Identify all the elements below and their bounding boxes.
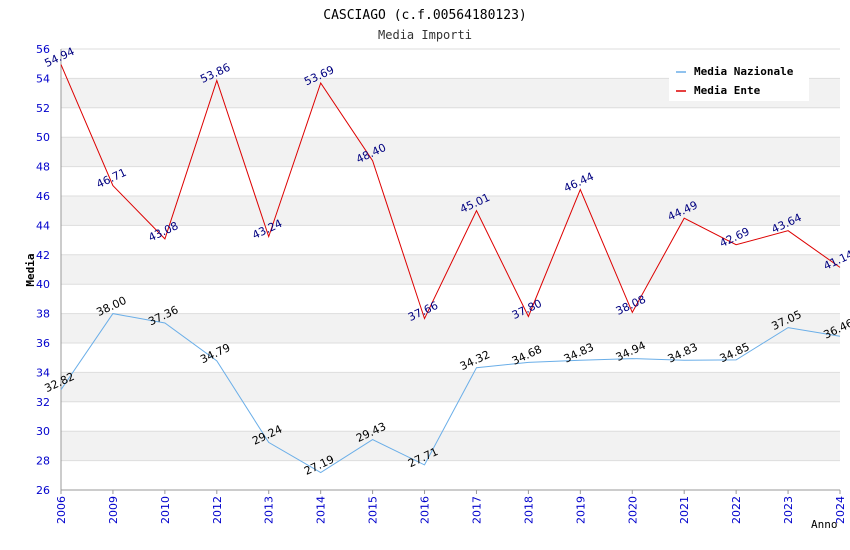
x-tick-label: 2010: [159, 496, 172, 524]
y-tick-label: 26: [36, 484, 50, 497]
y-tick-label: 40: [36, 278, 50, 291]
x-tick-label: 2014: [315, 496, 328, 524]
grid-band: [61, 372, 840, 402]
x-tick-label: 2021: [678, 496, 691, 524]
legend-box: [669, 60, 809, 101]
x-tick-label: 2013: [263, 496, 276, 524]
y-tick-label: 56: [36, 43, 50, 56]
y-tick-label: 36: [36, 337, 50, 350]
grid-band: [61, 137, 840, 167]
y-tick-label: 30: [36, 425, 50, 438]
x-tick-label: 2015: [367, 496, 380, 524]
y-tick-label: 54: [36, 72, 50, 85]
chart-subtitle: Media Importi: [378, 28, 472, 42]
chart-title: CASCIAGO (c.f.00564180123): [323, 8, 527, 23]
grid-band: [61, 313, 840, 343]
y-tick-label: 50: [36, 131, 50, 144]
y-tick-label: 34: [36, 366, 50, 379]
x-tick-label: 2022: [730, 496, 743, 524]
grid-band: [61, 196, 840, 226]
x-tick-label: 2009: [107, 496, 120, 524]
legend: Media Nazionale Media Ente: [669, 60, 809, 101]
data-label-nazionale: 34.83: [666, 340, 700, 365]
y-tick-label: 44: [36, 219, 50, 232]
x-tick-label: 2016: [419, 496, 432, 524]
data-label-nazionale: 34.32: [458, 348, 492, 373]
series-lines: [60, 64, 841, 474]
x-tick-label: 2017: [470, 496, 483, 524]
y-axis-label: Media: [24, 253, 37, 286]
x-tick-label: 2019: [574, 496, 587, 524]
data-label-nazionale: 34.85: [718, 340, 752, 365]
background-bands: [61, 78, 840, 461]
legend-label-ente: Media Ente: [694, 84, 761, 97]
data-label-ente: 42.69: [718, 225, 752, 250]
y-tick-label: 38: [36, 308, 50, 321]
y-tick-label: 46: [36, 190, 50, 203]
data-label-nazionale: 34.83: [562, 340, 596, 365]
legend-label-nazionale: Media Nazionale: [694, 65, 794, 78]
y-tick-label: 32: [36, 396, 50, 409]
series-line-nazionale: [60, 313, 841, 474]
data-label-nazionale: 34.68: [510, 343, 544, 368]
data-label-ente: 46.44: [562, 170, 596, 195]
x-tick-label: 2006: [55, 496, 68, 524]
x-axis-label: Anno: [811, 518, 838, 531]
x-tick-label: 2018: [522, 496, 535, 524]
data-label-nazionale: 34.79: [198, 341, 232, 366]
series-line-ente: [60, 64, 841, 320]
y-tick-label: 28: [36, 455, 50, 468]
x-tick-label: 2020: [626, 496, 639, 524]
x-tick-label: 2012: [211, 496, 224, 524]
y-tick-label: 52: [36, 102, 50, 115]
y-tick-labels: 26 28 30 32 34 36 38 40 42 44 46 48 50 52 54 56: [36, 43, 50, 497]
x-tick-label: 2023: [782, 496, 795, 524]
y-tick-label: 48: [36, 161, 50, 174]
y-tick-label: 42: [36, 249, 50, 262]
data-label-ente: 46.71: [94, 166, 128, 191]
grid-lines: [61, 48, 840, 491]
grid-band: [61, 431, 840, 461]
x-tick-labels: 2006 2009 2010 2012 2013 2014 2015 2016 2017 2018…: [55, 490, 847, 524]
grid-band: [61, 254, 840, 285]
x-tick-label: 2024: [834, 496, 847, 524]
